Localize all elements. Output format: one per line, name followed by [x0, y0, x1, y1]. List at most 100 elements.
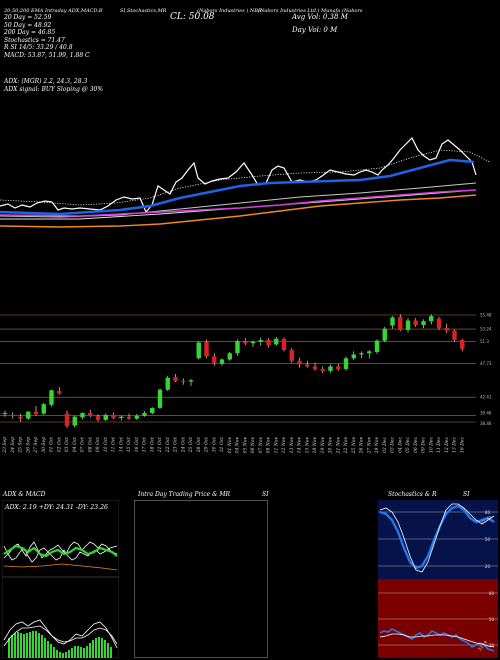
candle — [266, 338, 271, 348]
candle — [320, 366, 325, 374]
price-level-label: 38.46 — [480, 421, 492, 426]
ema200-readout: 200 Day = 46.85 — [4, 29, 56, 36]
ema20-line — [0, 158, 475, 216]
date-tick-label: 15 Nov — [304, 437, 310, 454]
candle-body — [111, 414, 116, 418]
candle-body — [10, 414, 15, 417]
candle — [444, 323, 449, 334]
date-tick-label: 25 Sep — [18, 437, 24, 454]
date-tick-label: 13 Dec — [452, 437, 458, 453]
date-tick-label: 10 Dec — [428, 437, 434, 453]
candle-body — [33, 411, 39, 415]
magenta-average-line — [0, 189, 477, 217]
candle-body — [173, 377, 178, 381]
price-level-label: 39.46 — [480, 411, 492, 416]
candle-body — [103, 414, 108, 420]
candle-body — [266, 340, 271, 346]
close-price-label: CL: 50.08 — [170, 12, 215, 22]
candle-body — [119, 416, 124, 418]
date-tick-label: 20 Nov — [328, 437, 334, 455]
stoch-level-20: 20 — [485, 564, 491, 569]
adx-macd-panel-title: ADX & MACD — [3, 491, 46, 498]
price-level-label: 53.24 — [480, 327, 492, 332]
date-tick-label: 01 Oct — [49, 437, 55, 452]
header-left: 20,50,200 EMA Intraday ADX,MACD,B — [4, 8, 103, 14]
date-tick-label: 17 Oct — [142, 437, 148, 452]
candlestick-chart: 55.48 53.24 51.3 47.73 42.41 39.46 38.46 23 Sep… — [0, 313, 492, 455]
date-tick-label: 07 Nov — [258, 437, 264, 454]
candle — [413, 318, 418, 327]
candle-body — [374, 340, 380, 352]
candle-body — [26, 411, 31, 419]
date-tick-label: 08 Oct — [87, 437, 93, 452]
candle — [328, 364, 333, 373]
rsi-signal-line — [379, 633, 495, 648]
date-tick-label: 04 Dec — [397, 437, 403, 453]
candle-body — [274, 338, 279, 345]
date-tick-label: 03 Oct — [64, 437, 70, 452]
intraday-panel-si: SI — [262, 491, 269, 498]
date-tick-label: 30 Oct — [211, 437, 217, 452]
candle — [111, 412, 116, 420]
candle — [49, 389, 54, 407]
date-tick-label: 26 Nov — [359, 437, 365, 455]
candle — [18, 413, 23, 422]
date-tick-label: 11 Nov — [273, 437, 279, 454]
date-tick-label: 12 Nov — [281, 437, 287, 454]
candle-body — [421, 321, 426, 325]
date-tick-label: 23 Sep — [2, 437, 8, 454]
candle — [134, 414, 139, 420]
orange-average-line — [0, 194, 477, 228]
candle — [235, 339, 240, 356]
rsi-value-label: 33.29 — [477, 639, 488, 651]
candle-body — [243, 341, 248, 344]
candle — [95, 414, 101, 422]
candle-body — [258, 340, 263, 342]
date-tick-label: 27 Nov — [366, 437, 372, 455]
date-tick-label: 06 Dec — [413, 437, 419, 453]
candle-body — [328, 366, 333, 371]
candle-body — [126, 416, 132, 419]
ema50-readout: 50 Day = 48.92 — [4, 21, 52, 29]
candle — [281, 337, 287, 352]
date-tick-label: 06 Nov — [250, 437, 256, 454]
candle — [374, 339, 380, 354]
macd-readout: MACD: 53.87, 51.99, 1.88 C — [4, 51, 90, 59]
price-level-label: 47.73 — [480, 361, 492, 366]
date-tick-label: 12 Dec — [444, 437, 450, 453]
candle — [274, 336, 279, 346]
candle-body — [312, 366, 318, 369]
candle-body — [49, 390, 54, 405]
date-tick-label: 25 Oct — [188, 437, 194, 453]
stochastics-panel: 80 50 20 71.47 — [378, 500, 498, 579]
candle-body — [413, 320, 418, 325]
candle — [212, 353, 217, 366]
moving-average-chart — [0, 136, 491, 228]
date-tick-label: 14 Nov — [297, 437, 303, 454]
candle-body — [80, 412, 85, 418]
candle — [460, 338, 465, 352]
candle — [126, 413, 132, 420]
macd-histogram — [8, 631, 112, 658]
adx-signal-readout: ADX signal: BUY Sloping @ 30% — [4, 85, 104, 93]
candle-body — [444, 328, 449, 331]
adx-green-line — [3, 544, 118, 558]
candle — [421, 319, 426, 329]
candle-body — [95, 416, 101, 420]
date-tick-label: 23 Oct — [173, 437, 179, 453]
candle-body — [227, 353, 232, 360]
candle-body — [460, 340, 465, 349]
candle — [57, 387, 62, 395]
candle-body — [204, 341, 209, 357]
stoch-level-80: 80 — [485, 510, 491, 515]
candle — [429, 314, 434, 325]
candle-body — [57, 390, 62, 394]
candle — [80, 412, 85, 420]
candle — [64, 410, 70, 429]
adx-readout: ADX: (MGR) 2.2, 24.3, 28.3 — [4, 78, 88, 85]
macd-signal-line — [3, 625, 118, 647]
candle — [88, 409, 93, 418]
candle-body — [250, 341, 256, 344]
candle-body — [72, 416, 77, 426]
candle — [119, 415, 124, 421]
